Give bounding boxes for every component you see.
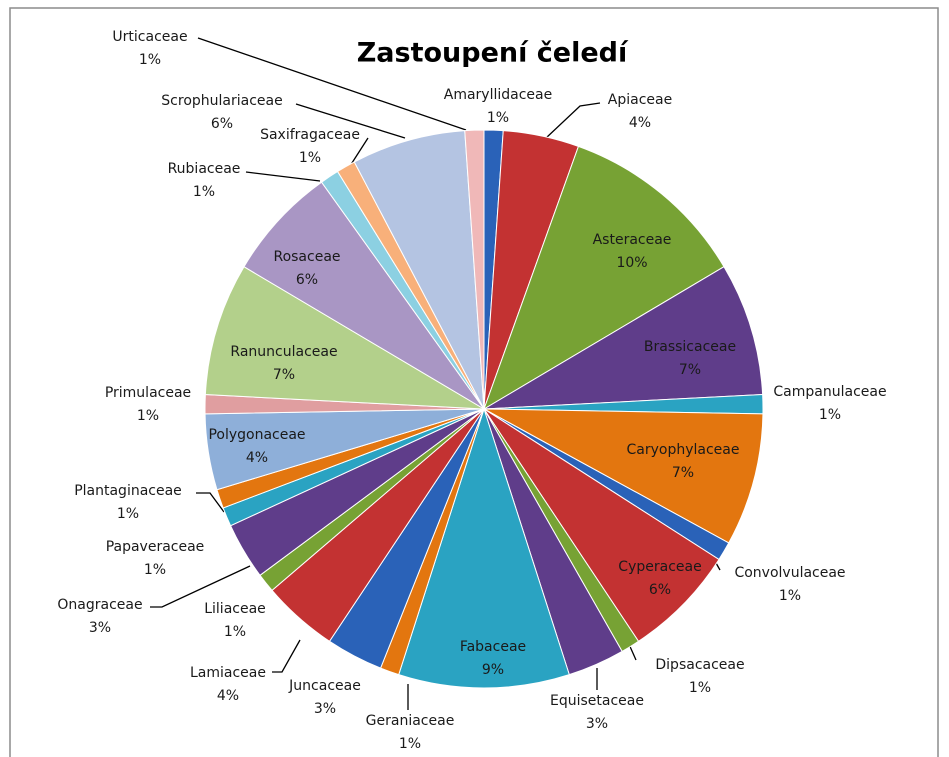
pie-slice <box>483 145 725 411</box>
pie-slice <box>483 408 720 643</box>
slice-percent: 3% <box>89 620 111 636</box>
slice-label: Plantaginaceae <box>74 483 182 499</box>
slice-percent: 1% <box>779 588 801 604</box>
slice-label: Rubiaceae <box>168 161 241 177</box>
slice-label: Onagraceae <box>57 597 142 613</box>
slice-label: Urticaceae <box>112 29 187 45</box>
slice-label: Scrophulariaceae <box>161 93 282 109</box>
slice-label: Asteraceae <box>593 232 672 248</box>
slice-percent: 6% <box>211 116 233 132</box>
slice-label: Rosaceae <box>273 249 340 265</box>
slice-label: Ranunculaceae <box>230 344 337 360</box>
pie-slice <box>483 408 764 544</box>
slice-label: Saxifragaceae <box>260 127 360 143</box>
leader-line <box>150 565 251 608</box>
slice-percent: 3% <box>586 716 608 732</box>
chart-title: Zastoupení čeledí <box>357 38 629 69</box>
slice-percent: 7% <box>273 367 295 383</box>
slice-percent: 3% <box>314 701 336 717</box>
leader-line <box>196 492 225 513</box>
leader-line <box>295 103 406 139</box>
slice-percent: 1% <box>224 624 246 640</box>
leader-line <box>197 37 467 131</box>
slice-percent: 7% <box>679 362 701 378</box>
slice-percent: 1% <box>487 110 509 126</box>
slice-percent: 1% <box>689 680 711 696</box>
slice-percent: 1% <box>139 52 161 68</box>
leader-line <box>272 639 301 673</box>
slice-percent: 7% <box>672 465 694 481</box>
slice-percent: 6% <box>649 582 671 598</box>
leader-lines <box>150 37 721 710</box>
slice-percent: 9% <box>482 662 504 678</box>
slice-label: Amaryllidaceae <box>444 87 552 103</box>
slice-percent: 1% <box>137 408 159 424</box>
pie-slice <box>483 266 764 410</box>
slice-percent: 1% <box>819 407 841 423</box>
leader-line <box>349 137 369 167</box>
pie-slice <box>204 266 485 410</box>
slice-percent: 1% <box>399 736 421 752</box>
slice-label: Caryophylaceae <box>627 442 740 458</box>
leader-line <box>545 102 601 139</box>
slice-percent: 1% <box>193 184 215 200</box>
slice-label: Polygonaceae <box>208 427 305 443</box>
slice-percent: 10% <box>616 255 647 271</box>
slice-label: Apiaceae <box>608 92 672 108</box>
slice-label: Convolvulaceae <box>734 565 845 581</box>
slice-percent: 6% <box>296 272 318 288</box>
slice-label: Primulaceae <box>105 385 191 401</box>
pie-slice <box>353 130 485 410</box>
slice-percent: 4% <box>246 450 268 466</box>
slice-percent: 1% <box>144 562 166 578</box>
slice-label: Equisetaceae <box>550 693 644 709</box>
slice-label: Lamiaceae <box>190 665 266 681</box>
leader-line <box>245 171 321 182</box>
slice-percent: 1% <box>299 150 321 166</box>
slice-label: Campanulaceae <box>773 384 886 400</box>
slice-label: Cyperaceae <box>618 559 701 575</box>
slice-percent: 1% <box>117 506 139 522</box>
slice-label: Brassicaceae <box>644 339 736 355</box>
pie-slice <box>243 181 485 410</box>
slice-label: Juncaceae <box>288 678 361 694</box>
slice-label: Liliaceae <box>204 601 266 617</box>
slice-label: Dipsacaceae <box>655 657 744 673</box>
slice-label: Papaveraceae <box>106 539 205 555</box>
slice-label: Geraniaceae <box>366 713 455 729</box>
slice-percent: 4% <box>217 688 239 704</box>
slice-percent: 4% <box>629 115 651 131</box>
pie-slice <box>398 407 570 689</box>
pie-slice <box>464 129 485 410</box>
slice-label: Fabaceae <box>460 639 526 655</box>
